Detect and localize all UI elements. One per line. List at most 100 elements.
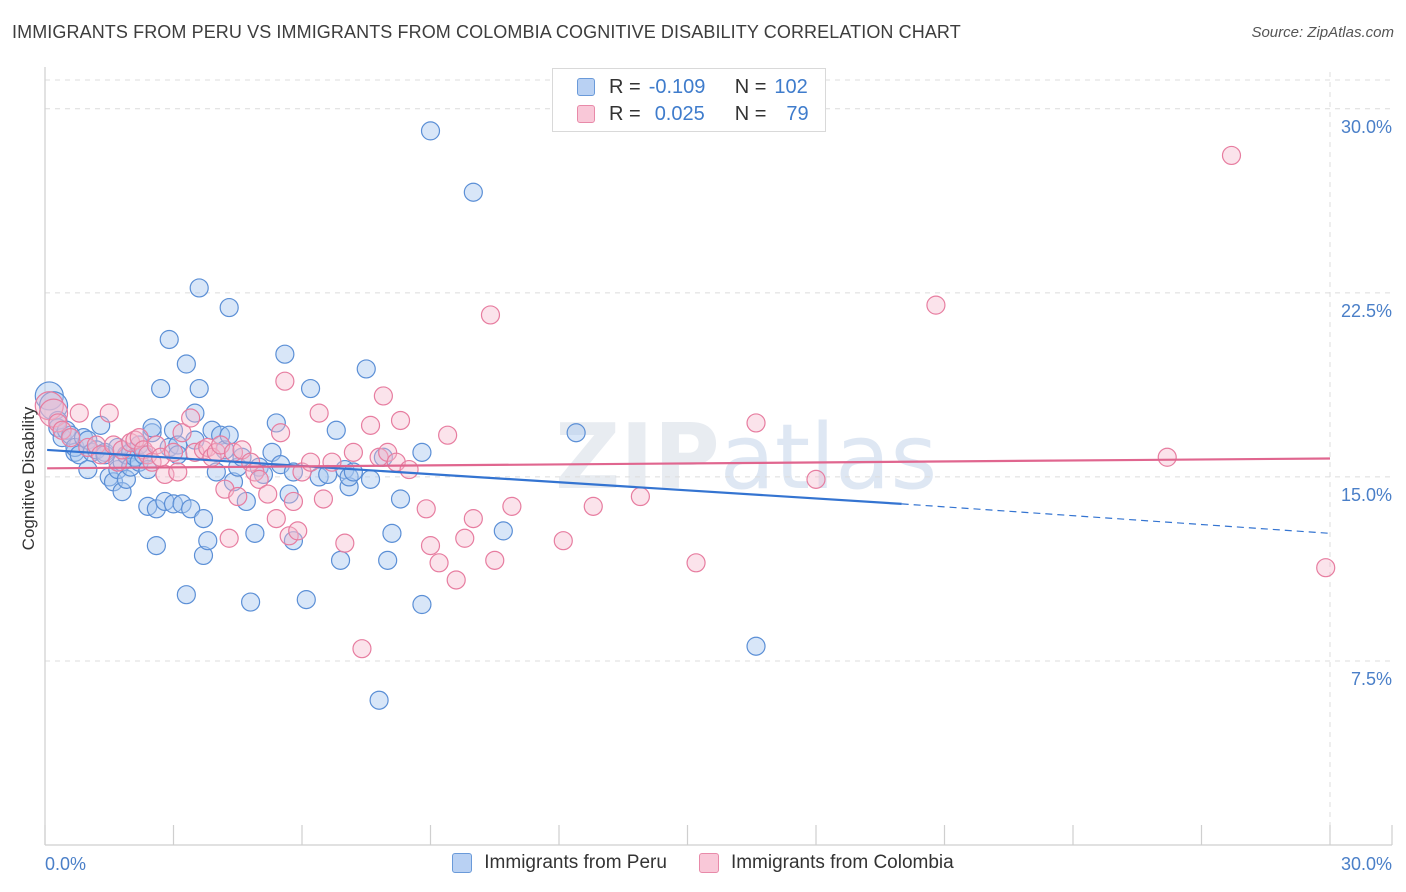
colombia-point — [69, 403, 89, 423]
colombia-point — [288, 521, 308, 541]
peru-point — [746, 636, 766, 656]
peru-trend-line — [47, 448, 902, 505]
colombia-point — [99, 403, 119, 423]
peru-point — [112, 482, 132, 502]
trend-lines-layer — [47, 448, 1331, 534]
colombia-point — [352, 639, 372, 659]
colombia-point — [283, 491, 304, 512]
colombia-trend-line — [47, 457, 1331, 470]
colombia-point — [168, 462, 188, 482]
peru-point — [219, 297, 239, 318]
peru-point — [378, 550, 398, 570]
peru-point — [382, 523, 402, 543]
peru-n-label: N = — [734, 75, 767, 98]
colombia-point — [373, 386, 393, 406]
colombia-n-label: N = — [734, 102, 767, 125]
peru-point — [296, 590, 316, 610]
colombia-point — [390, 410, 411, 431]
peru-point — [343, 462, 363, 482]
colombia-point — [926, 295, 946, 315]
colombia-point — [228, 486, 248, 507]
colombia-point — [399, 459, 419, 480]
series-legend: Immigrants from Peru Immigrants from Col… — [0, 852, 1406, 874]
colombia-point — [686, 553, 706, 573]
colombia-point — [249, 469, 269, 489]
peru-point — [146, 536, 166, 556]
colombia-point — [806, 469, 826, 489]
colombia-point — [270, 423, 291, 443]
peru-point — [245, 523, 265, 543]
peru-point — [181, 499, 201, 519]
peru-swatch — [577, 78, 595, 96]
colombia-point — [1316, 558, 1336, 578]
colombia-point — [266, 509, 286, 529]
legend-item-colombia[interactable]: Immigrants from Colombia — [698, 852, 954, 874]
watermark-zip: ZIP — [555, 405, 720, 510]
legend-item-peru[interactable]: Immigrants from Peru — [452, 852, 667, 874]
chart-title: IMMIGRANTS FROM PERU VS IMMIGRANTS FROM … — [12, 22, 961, 42]
legend-row-peru: R = -0.109 N = 102 — [577, 75, 808, 99]
peru-point — [151, 378, 171, 399]
colombia-point — [258, 484, 278, 504]
colombia-point — [360, 415, 381, 435]
peru-point — [176, 585, 196, 605]
peru-point — [78, 459, 98, 480]
peru-point — [360, 469, 381, 489]
x-tick-label: 0.0% — [45, 854, 86, 874]
peru-point — [116, 469, 136, 489]
colombia-point — [420, 536, 441, 556]
peru-point — [420, 121, 441, 141]
colombia-point — [335, 533, 355, 553]
colombia-point — [275, 371, 295, 391]
colombia-point — [181, 408, 201, 428]
peru-point — [241, 592, 261, 612]
watermark: ZIPatlas — [555, 405, 937, 510]
colombia-point — [172, 423, 192, 443]
legend-row-colombia: R = 0.025 N = 79 — [577, 102, 809, 126]
y-tick-label: 15.0% — [1341, 485, 1392, 505]
colombia-point — [553, 531, 573, 551]
colombia-point — [583, 496, 603, 516]
colombia-point — [455, 528, 475, 548]
peru-point — [266, 413, 286, 433]
colombia-point — [219, 528, 239, 548]
peru-trend-extension — [901, 503, 1331, 534]
colombia-point — [746, 413, 766, 433]
peru-point — [275, 344, 295, 364]
peru-point — [412, 442, 432, 462]
colombia-point — [446, 570, 466, 590]
colombia-point — [313, 489, 334, 509]
colombia-point — [630, 486, 650, 507]
peru-point — [330, 550, 351, 570]
peru-point — [493, 521, 513, 541]
peru-point — [566, 423, 586, 443]
peru-point — [300, 378, 321, 399]
peru-point — [463, 182, 483, 202]
x-tick-label: 30.0% — [1341, 854, 1392, 874]
colombia-point — [1157, 447, 1177, 467]
peru-point — [326, 420, 346, 440]
y-tick-label: 30.0% — [1341, 117, 1392, 137]
peru-point — [356, 359, 376, 379]
colombia-point — [485, 550, 505, 570]
tick-labels-layer: 7.5% 15.0% 22.5% 30.0% 0.0% 30.0% Cognitive Di… — [19, 117, 1392, 874]
stats-legend: R = -0.109 N = 102 R = 0.025 N = 79 — [552, 68, 826, 132]
colombia-point — [129, 428, 149, 448]
colombia-swatch — [577, 105, 595, 123]
colombia-point — [429, 553, 449, 573]
colombia-point — [438, 425, 458, 445]
peru-point — [369, 690, 389, 710]
peru-point — [189, 278, 209, 298]
colombia-point — [480, 305, 501, 325]
legend-colombia-swatch — [698, 853, 719, 873]
colombia-point — [343, 442, 363, 462]
peru-point — [390, 489, 411, 509]
peru-point — [142, 423, 162, 443]
colombia-points-layer — [34, 145, 1336, 659]
colombia-point — [309, 403, 329, 423]
colombia-point — [300, 452, 321, 472]
legend-colombia-label: Immigrants from Colombia — [730, 852, 954, 873]
peru-point — [159, 329, 179, 350]
colombia-r-label: R = — [609, 102, 641, 125]
